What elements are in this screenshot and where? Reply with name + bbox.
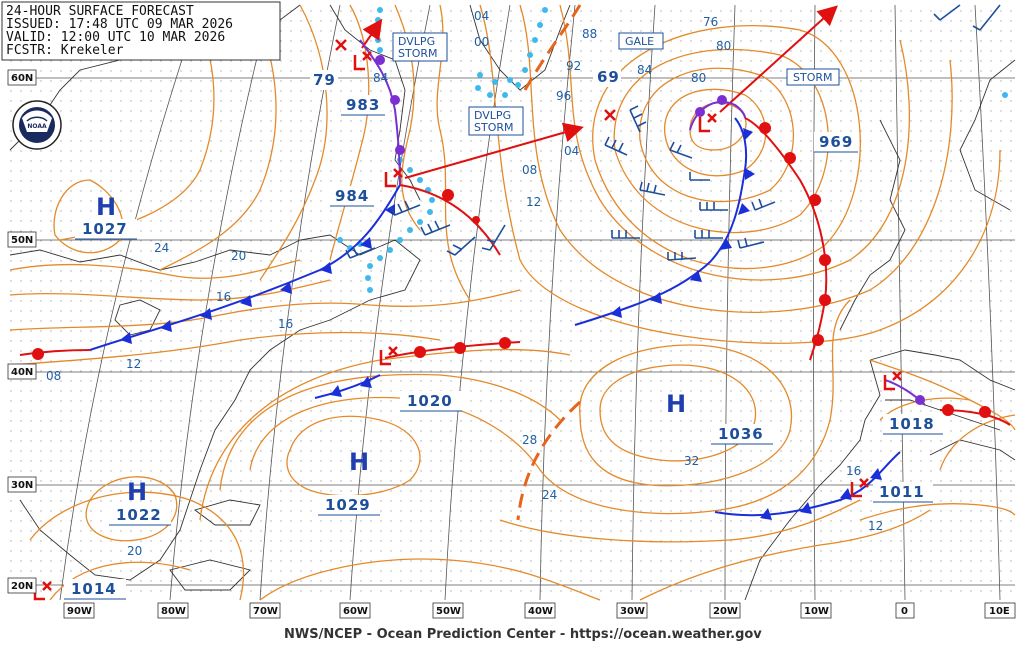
- isobar-label: 00: [474, 35, 489, 49]
- isobar-label: 16: [216, 290, 231, 304]
- lat-label-60n: 60N: [11, 73, 33, 84]
- warning-label-line2: STORM: [474, 121, 514, 134]
- high-value: 1020: [407, 392, 453, 410]
- warning-label-line1: STORM: [793, 71, 833, 84]
- lon-label-0: 0: [901, 606, 908, 617]
- troughs: [516, 4, 582, 521]
- lon-label-20w: 20W: [713, 606, 738, 617]
- lat-label-40n: 40N: [11, 367, 33, 378]
- footer-credit: NWS/NCEP - Ocean Prediction Center - htt…: [284, 627, 762, 642]
- lon-label-10e: 10E: [989, 606, 1010, 617]
- low-value: 1018: [889, 415, 935, 433]
- isobar-label: 12: [868, 519, 883, 533]
- lat-label-30n: 30N: [11, 480, 33, 491]
- warning-label-line1: DVLPG: [474, 109, 511, 122]
- low-centers: [33, 39, 902, 601]
- wind-barbs: [345, 4, 1001, 261]
- high-value: 1022: [116, 506, 162, 524]
- high-letter: H: [666, 390, 686, 418]
- isobar-label: 28: [522, 433, 537, 447]
- lon-label-60w: 60W: [343, 606, 368, 617]
- cold-front-barbs: [120, 128, 882, 520]
- lon-label-10w: 10W: [804, 606, 829, 617]
- isobar-label: 96: [556, 89, 571, 103]
- low-values: 983 984 969 1011 1018 1014 79 69: [64, 67, 943, 600]
- isobar-label: 84: [637, 63, 652, 77]
- low-value: 69: [597, 68, 620, 86]
- noaa-logo: NOAA: [12, 100, 62, 150]
- longitude-labels: 90W 80W 70W 60W 50W 40W 30W 20W 10W 0 10…: [63, 602, 1016, 619]
- isobar-label: 08: [46, 369, 61, 383]
- isobar-label: 04: [564, 144, 579, 158]
- low-value: 969: [819, 133, 853, 151]
- high-letter: H: [96, 193, 116, 221]
- noaa-logo-text: NOAA: [27, 123, 47, 130]
- isobar-label: 04: [474, 9, 489, 23]
- low-value: 79: [313, 71, 336, 89]
- isobar-label: 84: [373, 71, 388, 85]
- cold-fronts: [89, 117, 901, 517]
- isobar-label: 12: [126, 357, 141, 371]
- low-value: 1011: [879, 483, 925, 501]
- lon-label-30w: 30W: [620, 606, 645, 617]
- lat-label-50n: 50N: [11, 235, 33, 246]
- isobars: [9, 4, 1016, 601]
- high-letter: H: [127, 478, 147, 506]
- low-value: 1014: [71, 580, 117, 598]
- isobar-label: 24: [154, 241, 169, 255]
- isobar-label: 16: [846, 464, 861, 478]
- low-value: 984: [335, 187, 369, 205]
- isobar-label: 12: [526, 195, 541, 209]
- low-value: 983: [346, 96, 380, 114]
- isobar-label: 08: [522, 163, 537, 177]
- warning-label-line1: DVLPG: [398, 35, 435, 48]
- isobar-label: 20: [127, 544, 142, 558]
- isobar-label: 76: [703, 15, 718, 29]
- isobar-label: 24: [542, 488, 557, 502]
- lon-label-70w: 70W: [253, 606, 278, 617]
- forecast-title: 24-HOUR SURFACE FORECAST: [6, 4, 194, 19]
- storm-tracks: [361, 5, 838, 179]
- isobar-label: 20: [231, 249, 246, 263]
- warning-labels: DVLPG STORM DVLPG STORM GALE STORM: [392, 32, 840, 136]
- warm-front-bumps: [32, 122, 991, 418]
- lat-label-20n: 20N: [11, 581, 33, 592]
- high-value: 1029: [325, 496, 371, 514]
- high-value: 1036: [718, 425, 764, 443]
- header-block: 24-HOUR SURFACE FORECAST ISSUED: 17:48 U…: [1, 1, 281, 61]
- isobar-label: 80: [716, 39, 731, 53]
- lon-label-90w: 90W: [67, 606, 92, 617]
- lon-label-80w: 80W: [161, 606, 186, 617]
- isobar-label: 88: [582, 27, 597, 41]
- issued-time: ISSUED: 17:48 UTC 09 MAR 2026: [6, 17, 233, 32]
- warning-label-line1: GALE: [625, 35, 654, 48]
- isobar-label: 92: [566, 59, 581, 73]
- warning-label-line2: STORM: [398, 47, 438, 60]
- high-value: 1027: [82, 220, 128, 238]
- isobar-label: 80: [691, 71, 706, 85]
- occluded-symbols: [375, 55, 925, 405]
- high-letter: H: [349, 448, 369, 476]
- valid-time: VALID: 12:00 UTC 10 MAR 2026: [6, 30, 225, 45]
- forecaster-name: FCSTR: Krekeler: [6, 43, 124, 58]
- latitude-labels: 60N 50N 40N 30N 20N: [7, 69, 37, 594]
- lon-label-40w: 40W: [528, 606, 553, 617]
- isobar-labels: 04 00 88 76 80 92 84 96 84 80 04 08 12 2…: [46, 9, 883, 558]
- high-centers: H 1027 1020 H 1036 H 1029 H 1022: [75, 193, 773, 526]
- lon-label-50w: 50W: [436, 606, 461, 617]
- isobar-label: 32: [684, 454, 699, 468]
- isobar-label: 16: [278, 317, 293, 331]
